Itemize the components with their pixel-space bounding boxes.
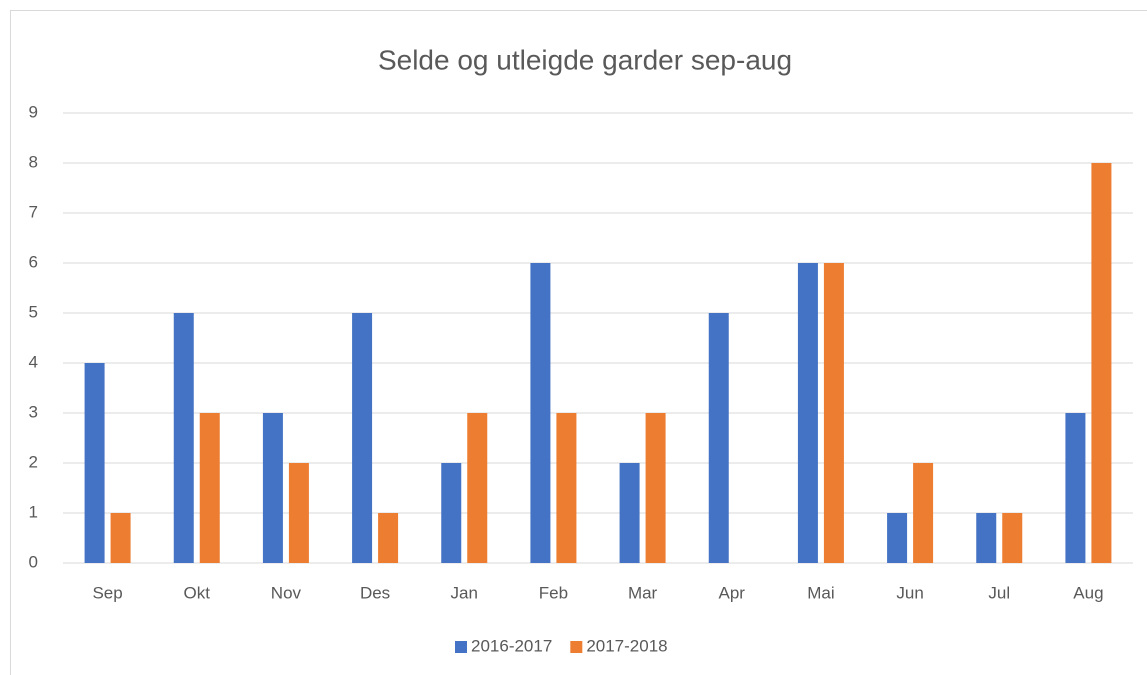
bar: [823, 263, 844, 563]
bar: [530, 263, 551, 563]
y-tick-label: 0: [29, 552, 38, 571]
bar: [976, 513, 997, 563]
legend-swatch: [570, 641, 583, 653]
x-tick-label: Sep: [92, 583, 122, 602]
y-tick-label: 6: [29, 252, 38, 271]
legend-swatch: [455, 641, 467, 653]
x-tick-label: Apr: [719, 583, 746, 602]
bar: [1091, 163, 1112, 563]
bar: [1002, 513, 1023, 563]
y-tick-label: 9: [29, 102, 38, 121]
y-tick-label: 3: [29, 402, 38, 421]
y-tick-label: 1: [29, 502, 38, 521]
bar: [797, 263, 818, 563]
legend-label: 2017-2018: [586, 636, 667, 655]
bar: [467, 413, 488, 563]
legend-label: 2016-2017: [471, 636, 552, 655]
x-tick-label: Feb: [539, 583, 568, 602]
x-tick-label: Okt: [184, 583, 211, 602]
bar: [556, 413, 577, 563]
bar: [262, 413, 283, 563]
bar: [378, 513, 399, 563]
bar: [887, 513, 908, 563]
x-tick-label: Des: [360, 583, 390, 602]
bar: [645, 413, 666, 563]
bar: [199, 413, 220, 563]
x-tick-label: Jan: [451, 583, 478, 602]
x-tick-label: Jun: [896, 583, 923, 602]
bar: [352, 313, 373, 563]
bar: [619, 463, 640, 563]
x-tick-label: Mar: [628, 583, 658, 602]
x-tick-label: Aug: [1073, 583, 1103, 602]
y-tick-label: 2: [29, 452, 38, 471]
x-tick-label: Jul: [988, 583, 1010, 602]
bar: [913, 463, 934, 563]
x-tick-label: Mai: [807, 583, 834, 602]
chart-border: [10, 10, 1147, 675]
y-tick-label: 8: [29, 152, 38, 171]
bar: [173, 313, 194, 563]
x-tick-label: Nov: [271, 583, 302, 602]
bar: [84, 363, 105, 563]
bar: [288, 463, 309, 563]
bar: [708, 313, 729, 563]
y-tick-label: 4: [29, 352, 38, 371]
chart-title: Selde og utleigde garder sep-aug: [378, 44, 792, 75]
y-tick-label: 5: [29, 302, 38, 321]
bar: [1065, 413, 1086, 563]
y-tick-label: 7: [29, 202, 38, 221]
bar: [110, 513, 131, 563]
bar: [441, 463, 462, 563]
